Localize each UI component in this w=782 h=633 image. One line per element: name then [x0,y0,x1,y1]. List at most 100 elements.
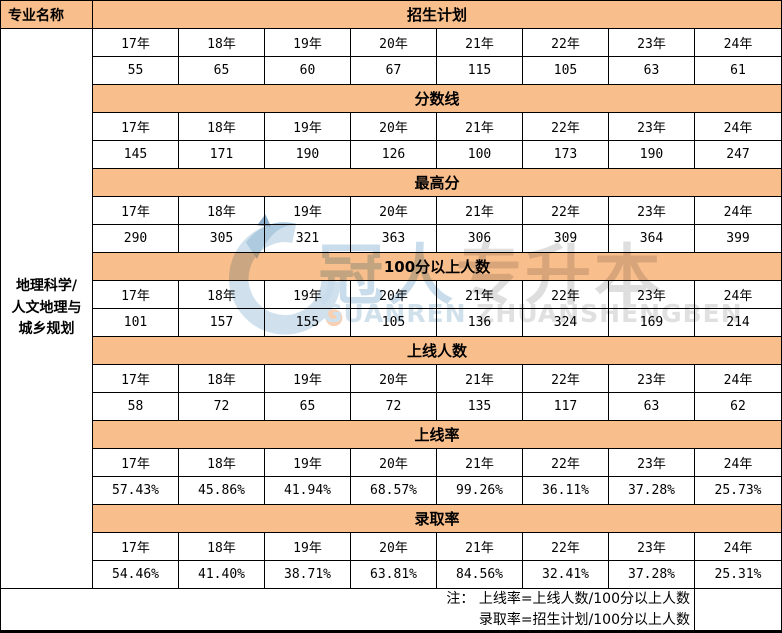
value-cell: 67 [351,57,437,85]
major-name-cell: 地理科学/人文地理与城乡规划 [1,29,93,589]
year-cell: 17年 [93,449,179,477]
value-cell: 126 [351,141,437,169]
year-cell: 19年 [265,533,351,561]
value-cell: 290 [93,225,179,253]
year-cell: 21年 [437,29,523,57]
year-cell: 21年 [437,533,523,561]
note-cell: 注： 上线率=上线人数/100分以上人数录取率=招生计划/100分以上人数 [1,589,695,630]
value-cell: 305 [179,225,265,253]
value-cell: 32.41% [523,561,609,589]
year-cell: 24年 [695,365,781,393]
year-cell: 18年 [179,113,265,141]
year-cell: 19年 [265,449,351,477]
year-cell: 23年 [609,449,695,477]
year-cell: 20年 [351,449,437,477]
year-cell: 20年 [351,29,437,57]
value-cell: 63.81% [351,561,437,589]
value-cell: 247 [695,141,781,169]
year-cell: 21年 [437,281,523,309]
year-cell: 22年 [523,365,609,393]
year-cell: 21年 [437,113,523,141]
year-cell: 22年 [523,113,609,141]
value-cell: 190 [265,141,351,169]
major-name-line: 城乡规划 [18,321,75,338]
value-cell: 37.28% [609,477,695,505]
year-cell: 19年 [265,29,351,57]
year-cell: 17年 [93,533,179,561]
year-cell: 17年 [93,197,179,225]
value-cell: 100 [437,141,523,169]
year-cell: 23年 [609,365,695,393]
value-cell: 72 [351,393,437,421]
value-cell: 57.43% [93,477,179,505]
value-cell: 61 [695,57,781,85]
value-cell: 214 [695,309,781,337]
section-band-7: 录取率 [93,505,781,533]
section-band-6: 上线率 [93,421,781,449]
value-cell: 115 [437,57,523,85]
year-cell: 17年 [93,365,179,393]
major-name-line: 地理科学/ [15,277,78,294]
year-cell: 20年 [351,113,437,141]
value-cell: 306 [437,225,523,253]
year-cell: 24年 [695,197,781,225]
year-cell: 23年 [609,113,695,141]
value-cell: 45.86% [179,477,265,505]
year-cell: 17年 [93,29,179,57]
value-cell: 38.71% [265,561,351,589]
year-cell: 22年 [523,197,609,225]
year-cell: 22年 [523,533,609,561]
value-cell: 190 [609,141,695,169]
year-cell: 20年 [351,365,437,393]
year-cell: 20年 [351,281,437,309]
year-cell: 22年 [523,281,609,309]
year-cell: 18年 [179,197,265,225]
year-cell: 24年 [695,281,781,309]
year-cell: 23年 [609,29,695,57]
note-spacer-cell [695,589,781,630]
value-cell: 105 [523,57,609,85]
year-cell: 22年 [523,449,609,477]
value-cell: 25.31% [695,561,781,589]
year-cell: 23年 [609,197,695,225]
note-line-2: 录取率=招生计划/100分以上人数 [478,611,690,628]
note-line-1: 注： 上线率=上线人数/100分以上人数 [446,590,690,607]
section-band-3: 最高分 [93,169,781,197]
section-band-4: 100分以上人数 [93,253,781,281]
value-cell: 84.56% [437,561,523,589]
value-cell: 72 [179,393,265,421]
year-cell: 17年 [93,281,179,309]
year-cell: 22年 [523,29,609,57]
value-cell: 171 [179,141,265,169]
value-cell: 65 [265,393,351,421]
year-cell: 19年 [265,113,351,141]
year-cell: 23年 [609,533,695,561]
value-cell: 101 [93,309,179,337]
value-cell: 60 [265,57,351,85]
year-cell: 20年 [351,197,437,225]
year-cell: 18年 [179,365,265,393]
value-cell: 169 [609,309,695,337]
year-cell: 18年 [179,29,265,57]
value-cell: 363 [351,225,437,253]
year-cell: 18年 [179,533,265,561]
year-cell: 21年 [437,365,523,393]
value-cell: 65 [179,57,265,85]
year-cell: 24年 [695,113,781,141]
value-cell: 58 [93,393,179,421]
value-cell: 309 [523,225,609,253]
year-cell: 19年 [265,281,351,309]
value-cell: 54.46% [93,561,179,589]
value-cell: 105 [351,309,437,337]
value-cell: 25.73% [695,477,781,505]
year-cell: 24年 [695,533,781,561]
value-cell: 63 [609,57,695,85]
year-cell: 24年 [695,449,781,477]
value-cell: 41.94% [265,477,351,505]
value-cell: 324 [523,309,609,337]
value-cell: 155 [265,309,351,337]
year-cell: 24年 [695,29,781,57]
major-name-line: 人文地理与 [11,299,82,316]
year-cell: 18年 [179,281,265,309]
